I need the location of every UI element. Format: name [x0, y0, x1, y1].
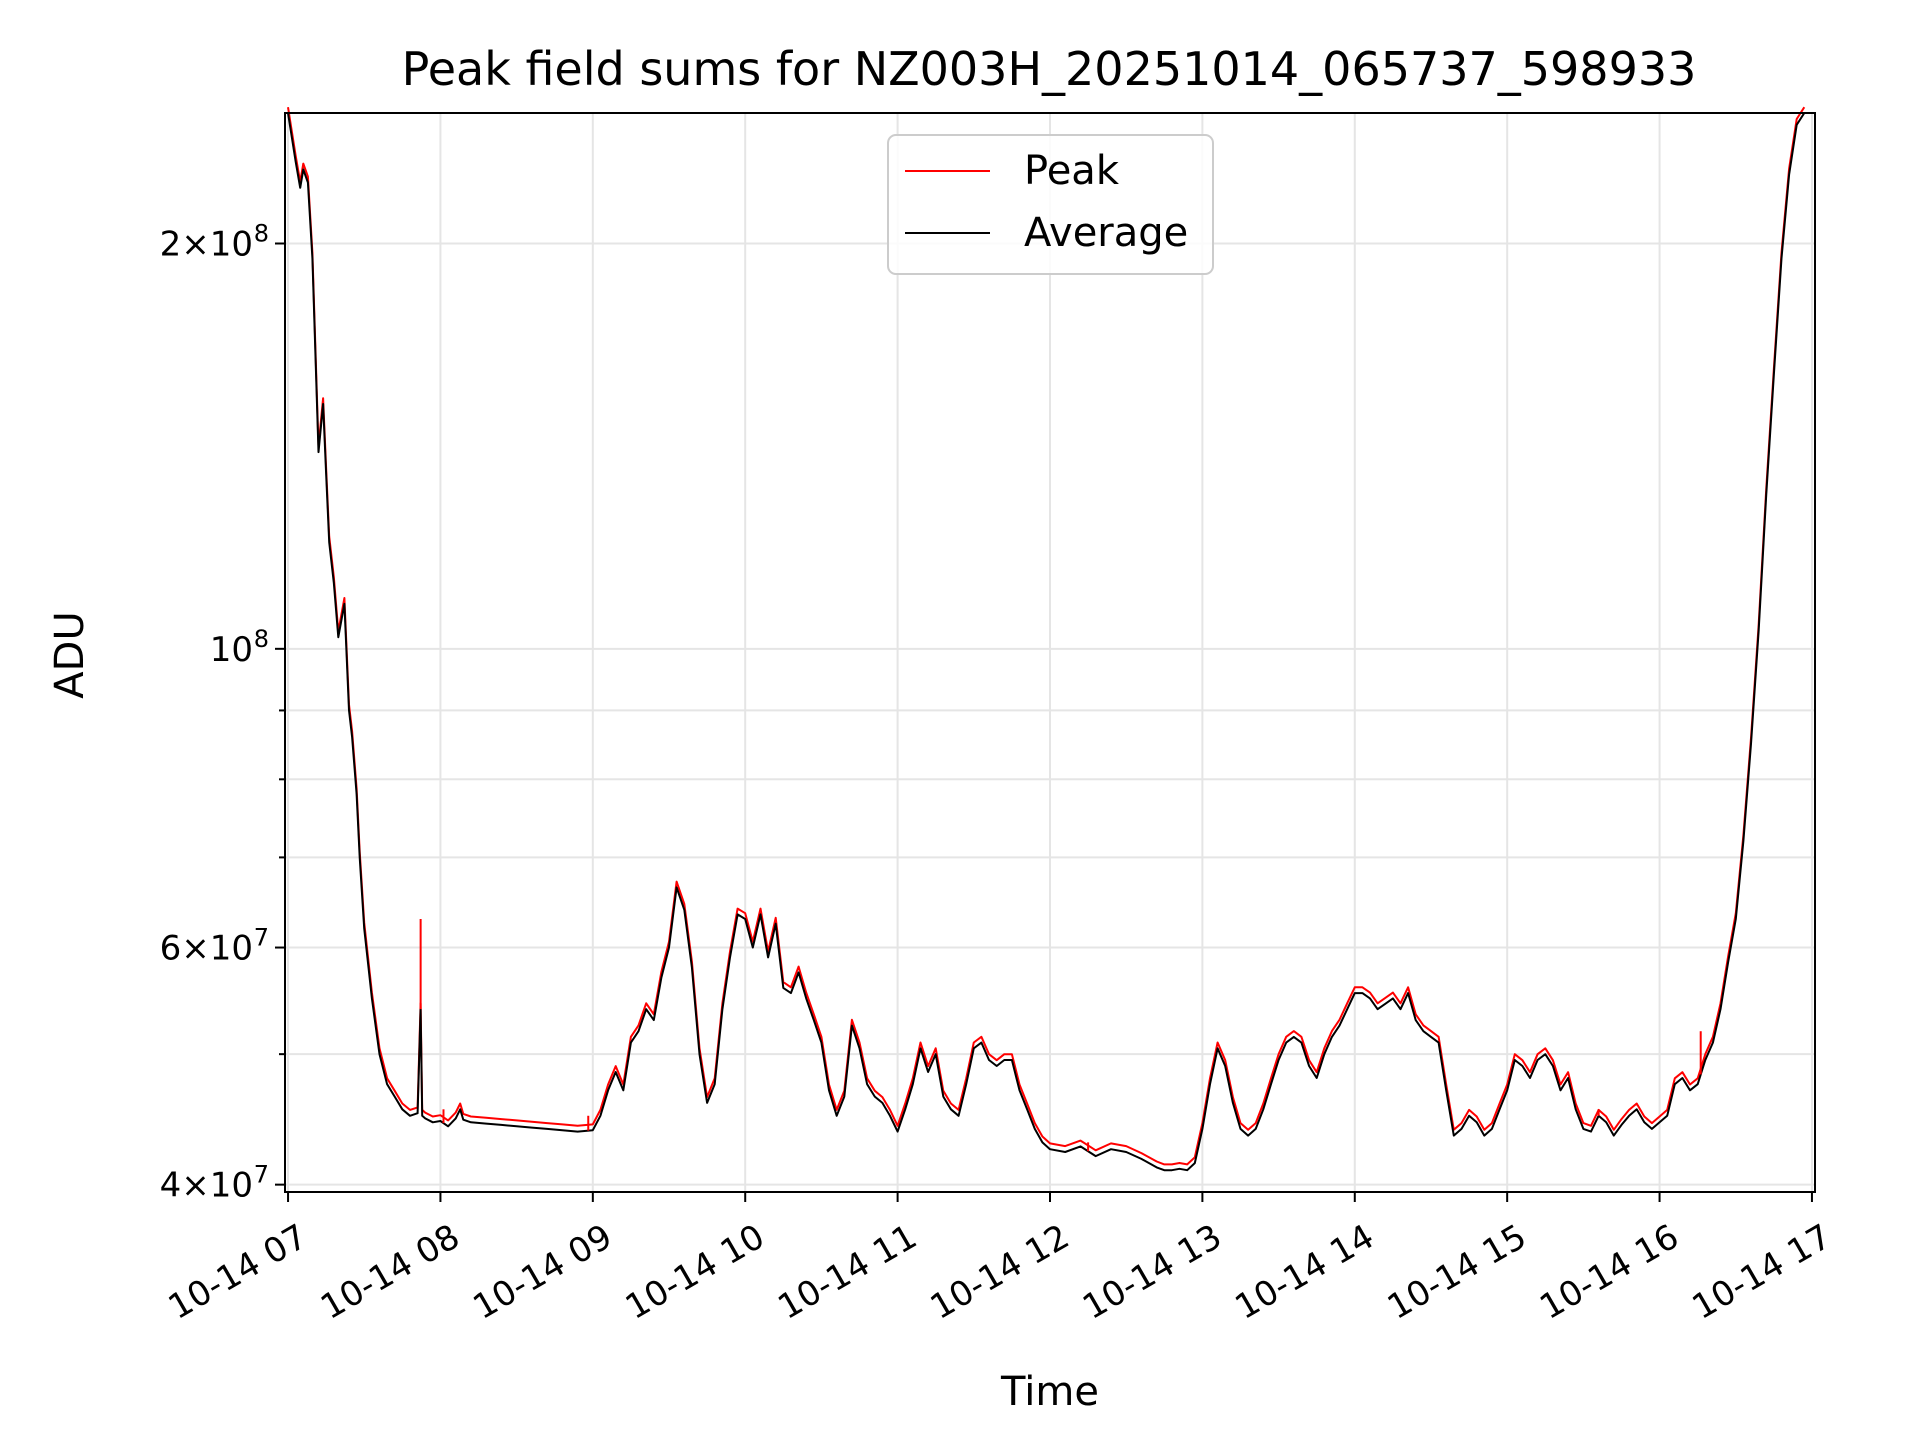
legend-label-peak: Peak	[1024, 148, 1120, 194]
legend-box	[887, 134, 1214, 275]
y-tick-base: 10	[210, 630, 253, 670]
y-tick-exponent: 8	[254, 219, 269, 247]
legend-label-average: Average	[1024, 210, 1188, 256]
y-tick-base: 6×10	[160, 929, 253, 969]
x-axis-label: Time	[1000, 1369, 1099, 1415]
y-tick-exponent: 8	[254, 625, 269, 653]
series-line-peak	[287, 106, 1806, 1166]
y-tick-label: 74×10	[160, 1161, 269, 1206]
y-tick-base: 4×10	[160, 1166, 253, 1206]
grid	[285, 113, 1815, 1192]
plot-series	[287, 106, 1806, 1172]
y-tick-label: 76×10	[160, 924, 269, 969]
y-tick-exponent: 7	[254, 924, 269, 952]
series-line-average	[287, 112, 1806, 1172]
y-tick-exponent: 7	[254, 1161, 269, 1189]
y-tick-base: 2×10	[160, 224, 253, 264]
y-tick-label: 82×10	[160, 219, 269, 264]
y-tick-label: 810	[210, 625, 269, 670]
y-axis-label: ADU	[47, 611, 93, 698]
chart-title: Peak field sums for NZ003H_20251014_0657…	[402, 42, 1697, 96]
legend: Peak Average	[887, 134, 1214, 275]
